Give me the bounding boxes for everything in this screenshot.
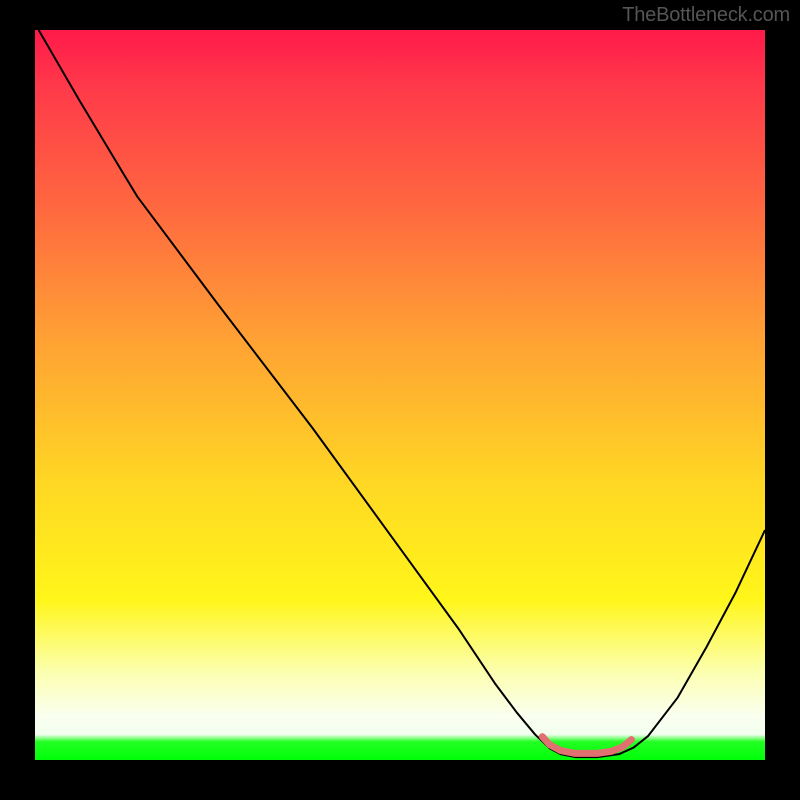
bottom-marker xyxy=(542,737,631,754)
chart-svg xyxy=(35,30,765,760)
watermark-text: TheBottleneck.com xyxy=(622,4,790,27)
main-curve xyxy=(39,30,765,757)
plot-area xyxy=(35,30,765,760)
